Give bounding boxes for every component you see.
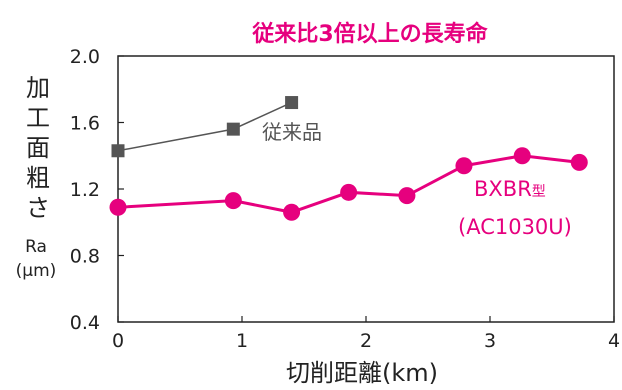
y-tick-label: 0.8 [70, 246, 100, 268]
y-axis-sub-label: Ra [25, 237, 47, 257]
data-point-conventional [111, 144, 125, 158]
data-point-conventional [285, 96, 299, 110]
tick-marks [117, 55, 615, 323]
x-tick-labels: 0 1 2 3 4 [112, 330, 620, 352]
chart-title: 従来比3倍以上の長寿命 [251, 21, 488, 47]
y-tick-label: 0.4 [70, 312, 100, 334]
x-axis-title: 切削距離(km) [286, 359, 438, 387]
x-tick-label: 3 [484, 330, 496, 352]
data-point-bxbr [340, 183, 358, 201]
data-point-bxbr [398, 187, 416, 205]
x-tick-label: 2 [360, 330, 372, 352]
data-point-conventional [226, 122, 240, 136]
data-point-bxbr [513, 147, 531, 165]
series-label-bxbr-name: BXBR [474, 177, 532, 201]
y-tick-label: 1.2 [70, 179, 100, 201]
y-axis-unit: (μm) [16, 261, 57, 281]
data-point-bxbr [570, 153, 588, 171]
x-tick-label: 1 [236, 330, 248, 352]
y-tick-label: 1.6 [70, 113, 100, 135]
series-layer [109, 96, 588, 221]
series-label-bxbr-type: 型 [532, 184, 546, 200]
data-point-bxbr [224, 192, 242, 210]
data-point-bxbr [109, 198, 127, 216]
data-point-bxbr [455, 157, 473, 175]
x-tick-label: 4 [608, 330, 620, 352]
y-tick-label: 2.0 [70, 46, 100, 68]
y-tick-labels: 0.4 0.8 1.2 1.6 2.0 [70, 46, 100, 334]
data-point-bxbr [283, 203, 301, 221]
series-label-conventional: 従来品 [262, 120, 322, 144]
series-label-bxbr: BXBR型 [474, 177, 546, 201]
series-label-bxbr-grade: (AC1030U) [458, 215, 572, 239]
y-axis-title: 加工面粗さ [26, 74, 50, 222]
series-line-bxbr [117, 154, 580, 214]
y-axis-label: 加工面粗さ [26, 74, 50, 222]
x-tick-label: 0 [112, 330, 124, 352]
